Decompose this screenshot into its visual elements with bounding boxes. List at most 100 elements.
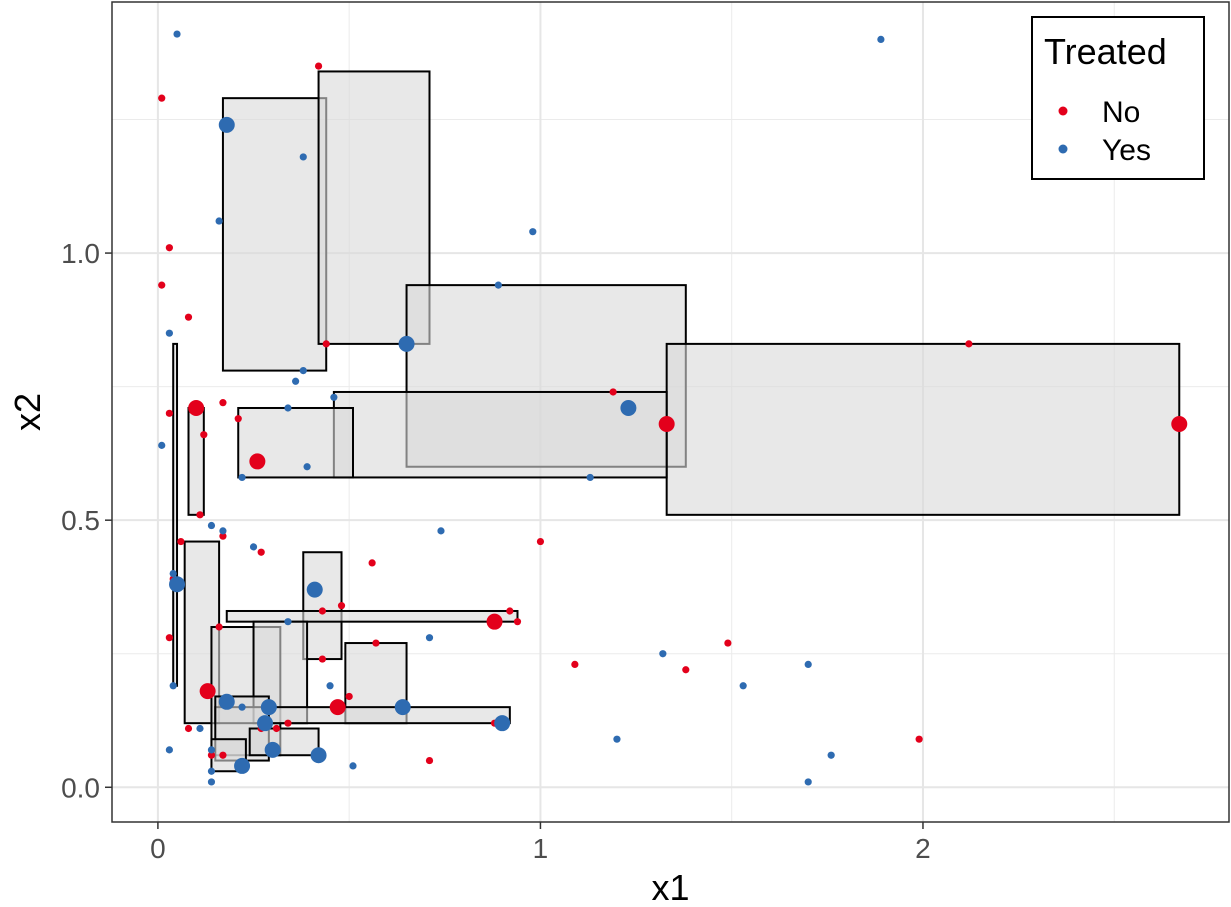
legend-key-no <box>1058 106 1068 116</box>
data-point-yes <box>306 581 323 598</box>
data-point-yes <box>877 35 885 43</box>
y-tick-label: 0.0 <box>61 772 100 803</box>
data-point-yes <box>827 751 835 759</box>
data-point-no <box>234 415 242 423</box>
data-point-yes <box>215 217 223 225</box>
data-point-no <box>368 559 376 567</box>
data-point-yes <box>394 699 411 716</box>
data-point-yes <box>284 404 292 412</box>
data-point-yes <box>586 473 594 482</box>
data-point-yes <box>326 682 334 690</box>
data-point-no <box>965 340 973 348</box>
data-point-yes <box>425 634 434 642</box>
data-point-yes <box>613 735 621 743</box>
legend-entries: No Yes <box>1058 96 1151 167</box>
data-point-no <box>158 281 166 289</box>
data-point-yes <box>620 399 637 416</box>
region-rectangle <box>187 406 205 516</box>
data-point-no <box>184 313 193 321</box>
data-point-no <box>1171 416 1188 433</box>
data-point-no <box>724 639 732 647</box>
data-point-yes <box>158 441 166 449</box>
data-point-yes <box>218 693 235 710</box>
data-point-no <box>158 94 166 102</box>
data-point-yes <box>284 618 292 626</box>
data-point-yes <box>310 747 327 764</box>
data-point-no <box>337 602 346 610</box>
data-point-no <box>177 537 185 546</box>
data-point-no <box>506 607 514 615</box>
data-point-yes <box>207 767 216 775</box>
data-point-no <box>314 62 323 70</box>
data-point-yes <box>303 463 311 471</box>
y-tick-label: 0.5 <box>61 505 100 536</box>
data-point-no <box>318 607 326 615</box>
data-point-no <box>318 655 326 663</box>
region-rectangle <box>665 342 1181 516</box>
data-point-yes <box>218 116 235 133</box>
y-tick-label: 1.0 <box>61 238 100 269</box>
data-point-no <box>658 416 675 433</box>
data-point-no <box>184 724 193 733</box>
data-point-no <box>571 660 579 669</box>
data-point-yes <box>264 741 281 758</box>
data-point-no <box>322 340 330 348</box>
y-axis: 0.0 0.5 1.0 <box>61 238 112 803</box>
region-rectangles <box>172 70 1181 773</box>
data-point-no <box>257 548 265 556</box>
data-point-yes <box>196 724 204 733</box>
data-point-yes <box>398 335 415 352</box>
data-point-yes <box>169 576 186 593</box>
x-tick-label: 1 <box>533 833 549 864</box>
data-point-yes <box>529 228 537 236</box>
data-point-no <box>249 453 266 470</box>
data-point-no <box>200 431 208 439</box>
data-point-yes <box>299 153 307 161</box>
x-axis: 0 1 2 <box>150 822 931 864</box>
data-point-no <box>165 409 173 417</box>
panel-border <box>111 1 1230 823</box>
data-point-yes <box>260 699 277 716</box>
data-point-yes <box>739 682 747 690</box>
data-point-no <box>609 388 617 396</box>
data-point-yes <box>437 527 445 535</box>
data-point-no <box>219 751 227 759</box>
data-point-yes <box>494 715 511 732</box>
x-tick-label: 0 <box>150 833 166 864</box>
data-point-no <box>682 666 690 674</box>
data-point-no <box>272 724 281 733</box>
data-point-no <box>513 618 522 626</box>
data-point-yes <box>238 703 246 711</box>
data-point-yes <box>249 543 258 551</box>
data-point-yes <box>219 527 227 535</box>
legend-label-yes: Yes <box>1102 134 1151 167</box>
data-point-no <box>425 756 434 765</box>
data-point-yes <box>494 281 502 289</box>
data-point-yes <box>234 757 251 774</box>
x-tick-label: 2 <box>915 833 931 864</box>
data-point-yes <box>257 715 274 732</box>
region-rectangle <box>302 551 343 661</box>
data-point-no <box>372 639 380 647</box>
data-point-no <box>284 719 292 727</box>
data-point-yes <box>207 521 216 530</box>
data-point-yes <box>165 746 173 754</box>
data-point-yes <box>173 30 181 38</box>
data-point-yes <box>207 746 216 754</box>
region-rectangle <box>225 609 519 623</box>
region-rectangle <box>221 97 328 372</box>
data-point-no <box>329 699 346 716</box>
data-point-no <box>486 613 503 630</box>
data-point-yes <box>659 650 667 658</box>
y-axis-title: x2 <box>7 393 48 431</box>
data-point-no <box>215 623 223 631</box>
region-rectangle <box>248 727 320 757</box>
legend-title: Treated <box>1044 31 1167 72</box>
data-point-yes <box>207 778 216 786</box>
legend-key-yes <box>1058 144 1068 154</box>
data-point-no <box>219 532 227 540</box>
data-point-yes <box>169 682 177 690</box>
data-point-yes <box>169 569 177 578</box>
data-points <box>158 30 1188 786</box>
data-point-no <box>199 683 216 700</box>
